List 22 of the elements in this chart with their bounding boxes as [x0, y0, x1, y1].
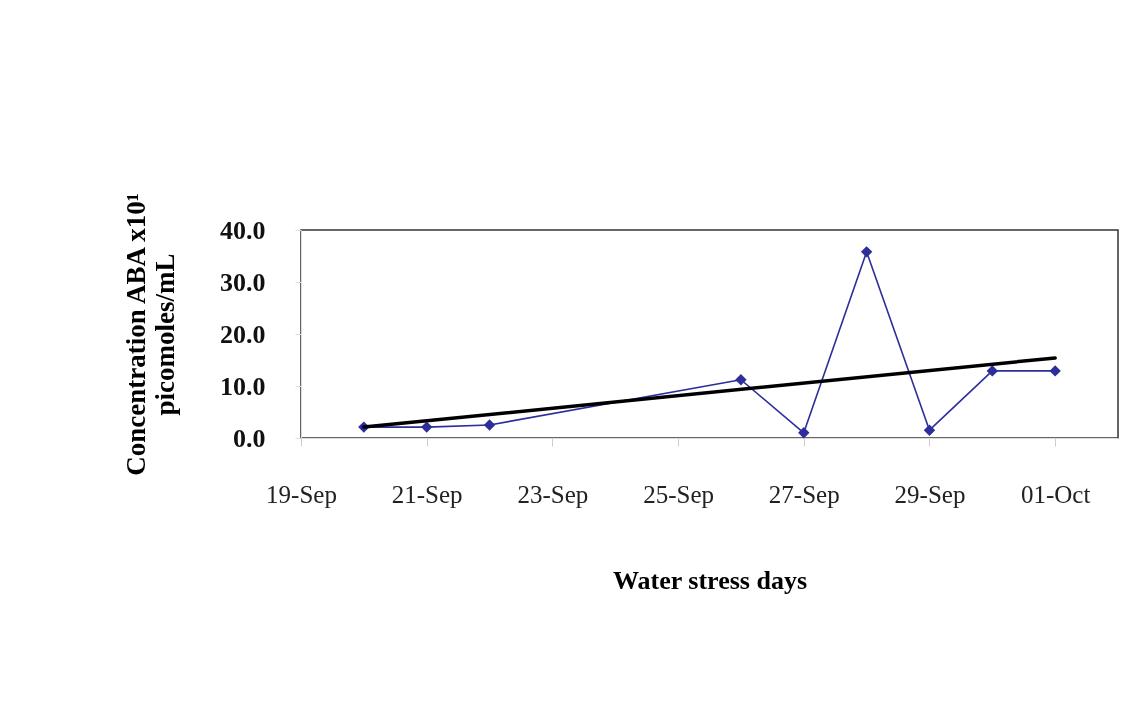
y-tick-label: 0.0: [233, 423, 266, 453]
y-tick-label: 10.0: [220, 371, 266, 401]
x-tick-label: 25-Sep: [643, 480, 714, 508]
point: [1049, 365, 1061, 377]
y-axis-title: Concentration ABA x10¹ picomoles/mL: [121, 193, 180, 476]
x-axis-title: Water stress days: [612, 565, 808, 595]
point: [798, 427, 810, 439]
y-tick-label: 30.0: [220, 267, 266, 297]
point: [735, 374, 747, 386]
point: [860, 246, 873, 258]
y-tick-label: 20.0: [220, 319, 266, 349]
x-tick-label: 19-Sep: [266, 480, 337, 508]
point: [483, 419, 496, 431]
y-tick-label: 40.0: [220, 215, 266, 245]
x-tick-label: 21-Sep: [391, 480, 463, 508]
x-tick-label: 01-Oct: [1020, 480, 1091, 508]
point: [420, 421, 433, 433]
x-tick-label: 23-Sep: [517, 480, 589, 508]
point: [923, 424, 936, 436]
x-tick-label: 27-Sep: [768, 480, 840, 508]
x-tick-label: 29-Sep: [894, 480, 966, 508]
point: [986, 365, 999, 377]
